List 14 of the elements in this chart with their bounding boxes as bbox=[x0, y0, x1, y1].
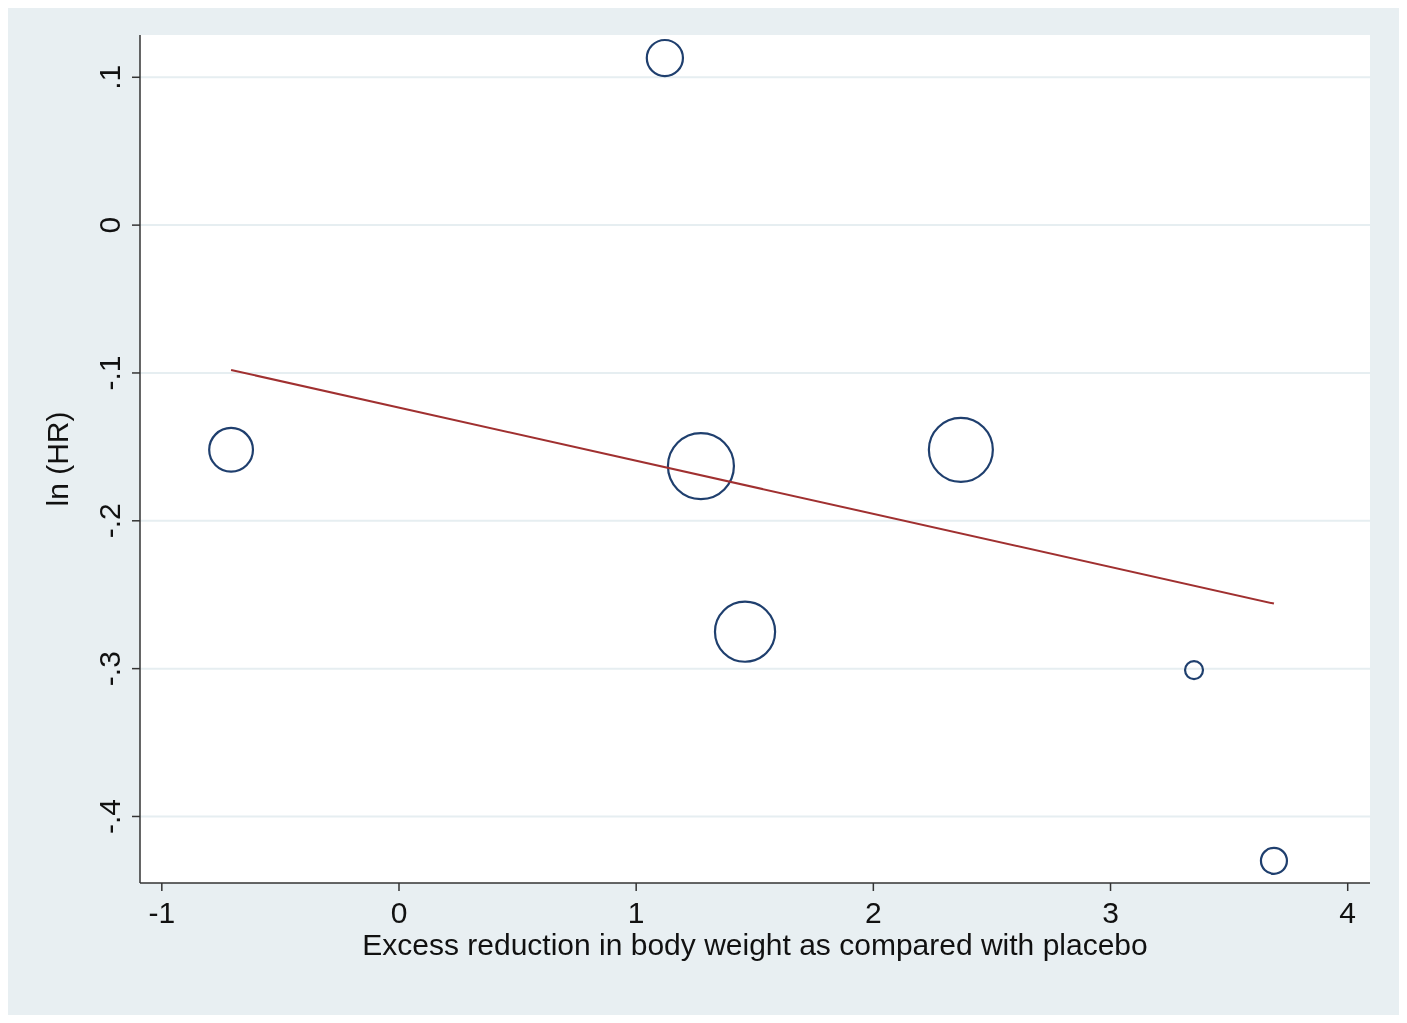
x-tick-label: 2 bbox=[865, 896, 882, 929]
x-tick-label: -1 bbox=[148, 896, 176, 929]
y-tick-label: -.2 bbox=[93, 503, 126, 539]
x-tick-label: 4 bbox=[1339, 896, 1357, 929]
x-axis-title: Excess reduction in body weight as compared with placebo bbox=[362, 928, 1148, 961]
y-tick-label: -.3 bbox=[93, 651, 126, 687]
x-tick-label: 1 bbox=[627, 896, 645, 929]
y-tick-label: .1 bbox=[93, 64, 126, 90]
y-axis-title: ln (HR) bbox=[41, 411, 74, 507]
y-tick-label: -.4 bbox=[93, 798, 126, 834]
x-tick-label: 3 bbox=[1102, 896, 1119, 929]
y-tick-label: 0 bbox=[93, 216, 126, 234]
y-tick-label: -.1 bbox=[93, 355, 126, 391]
x-tick-label: 0 bbox=[390, 896, 408, 929]
